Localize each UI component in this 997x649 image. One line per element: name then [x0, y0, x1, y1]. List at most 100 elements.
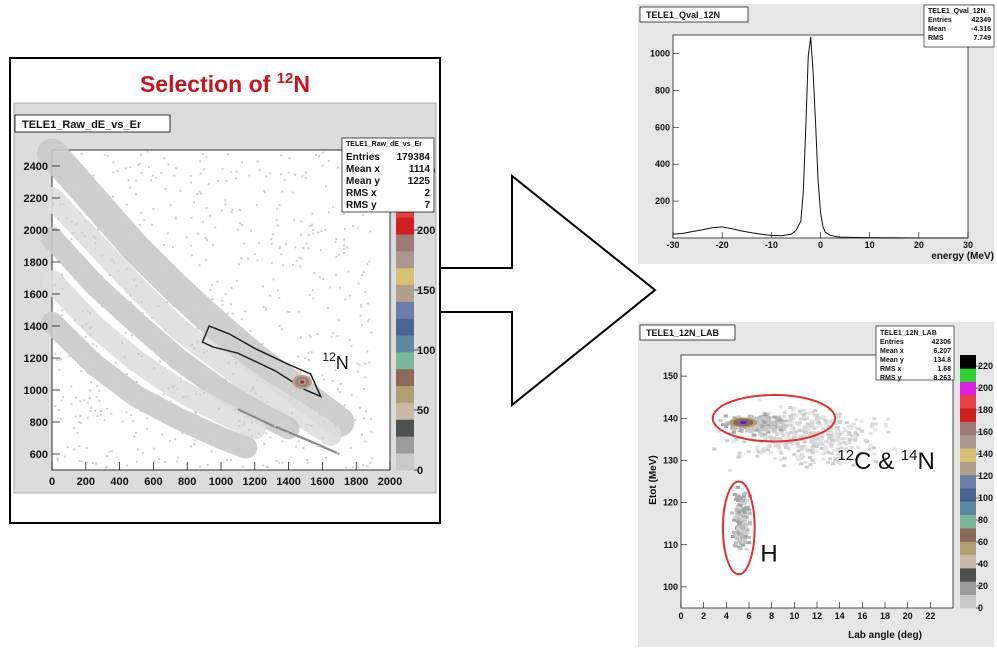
- lab-cell: [733, 516, 737, 519]
- lab-stats-value: 6.207: [933, 348, 951, 355]
- left-histogram-title: TELE1_Raw_dE_vs_Er: [22, 119, 142, 131]
- left-cell: [258, 432, 261, 435]
- left-cell: [282, 264, 285, 267]
- left-cell: [127, 388, 130, 391]
- left-cell: [315, 389, 318, 392]
- lab-cell: [735, 519, 740, 523]
- left-cell: [84, 336, 87, 339]
- lab-cell: [788, 406, 793, 409]
- left-cell: [348, 338, 351, 341]
- left-cell: [240, 257, 243, 260]
- left-cell: [211, 244, 214, 247]
- left-cell: [113, 378, 116, 381]
- left-cell: [357, 466, 359, 469]
- lab-cell: [808, 431, 813, 435]
- left-cell: [236, 279, 238, 282]
- left-cell: [243, 242, 246, 245]
- left-cell: [258, 242, 261, 245]
- left-cell: [287, 171, 290, 174]
- lab-cell: [738, 515, 743, 519]
- left-cell: [261, 342, 264, 345]
- left-cell: [121, 342, 124, 345]
- lab-cell: [750, 429, 755, 433]
- left-cell: [253, 253, 256, 256]
- left-cell: [73, 273, 76, 276]
- left-cell: [157, 305, 160, 308]
- left-cell: [280, 154, 283, 157]
- left-cell: [75, 223, 78, 226]
- left-cell: [94, 409, 97, 412]
- lab-cell: [844, 447, 849, 451]
- left-cell: [167, 163, 170, 166]
- lab-cell: [766, 424, 771, 428]
- lab-cell: [730, 511, 735, 515]
- lab-cell: [743, 523, 748, 527]
- left-cell: [199, 172, 202, 175]
- left-cell: [368, 260, 371, 263]
- left-cell: [322, 278, 325, 280]
- left-cell: [362, 464, 365, 467]
- lab-cell: [765, 426, 770, 430]
- left-cell: [220, 209, 223, 212]
- left-cell: [294, 246, 297, 249]
- left-cell: [225, 450, 228, 453]
- lab-cell: [871, 446, 876, 450]
- left-cell: [78, 445, 81, 448]
- lab-cell: [737, 533, 742, 537]
- left-cell: [288, 310, 291, 313]
- left-cell: [226, 312, 229, 315]
- left-cell: [138, 223, 141, 226]
- left-cell: [99, 362, 102, 365]
- left-cell: [281, 190, 283, 193]
- lab-palette-cell: [960, 554, 976, 569]
- left-cell: [57, 217, 60, 220]
- left-cell: [231, 208, 234, 211]
- qval-stats-value: 7.749: [973, 35, 991, 42]
- left-cell: [264, 307, 267, 310]
- left-cell: [312, 229, 315, 232]
- left-cell: [154, 176, 157, 179]
- lab-cell: [856, 455, 861, 459]
- lab-cell: [824, 439, 829, 443]
- lab-cell: [734, 533, 739, 537]
- left-cell: [179, 376, 182, 379]
- lab-cell: [747, 508, 752, 512]
- lab-z-tick-label: 140: [978, 449, 993, 459]
- left-cell: [294, 173, 297, 176]
- lab-cell: [810, 447, 815, 451]
- left-cell: [311, 223, 313, 226]
- lab-cell: [801, 444, 806, 448]
- lab-palette-cell: [960, 514, 976, 529]
- lab-cell: [838, 441, 843, 445]
- left-cell: [194, 412, 197, 415]
- lab-cell: [779, 431, 784, 435]
- left-cell: [307, 233, 310, 236]
- left-cell: [193, 347, 196, 350]
- left-cell: [106, 214, 109, 217]
- left-cell: [92, 174, 95, 177]
- qval-y-tick-label: 400: [655, 159, 670, 169]
- left-cell: [360, 305, 363, 308]
- left-cell: [256, 379, 259, 382]
- left-cell: [136, 460, 139, 463]
- left-cell: [54, 352, 57, 355]
- lab-cell: [741, 517, 746, 521]
- left-cell: [190, 216, 193, 219]
- left-cell: [320, 230, 323, 233]
- lab-cell: [765, 418, 770, 422]
- left-cell: [62, 396, 65, 399]
- left-cell: [265, 432, 268, 435]
- left-y-tick-label: 1600: [24, 289, 48, 301]
- left-cell: [341, 433, 344, 436]
- left-stats-value: 179384: [397, 152, 431, 163]
- left-cell: [297, 355, 300, 358]
- left-x-tick-label: 400: [110, 476, 128, 488]
- left-cell: [169, 440, 171, 442]
- left-cell: [251, 435, 253, 438]
- lab-cell: [820, 447, 824, 450]
- left-cell: [349, 294, 352, 297]
- lab-cell: [794, 430, 799, 434]
- left-cell: [70, 220, 73, 223]
- lab-stats-key: RMS x: [880, 366, 902, 373]
- left-cell: [171, 246, 174, 249]
